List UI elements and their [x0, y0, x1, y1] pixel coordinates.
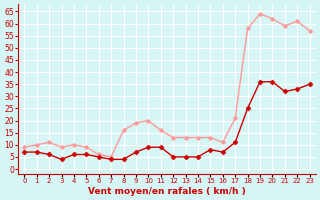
X-axis label: Vent moyen/en rafales ( km/h ): Vent moyen/en rafales ( km/h )	[88, 187, 246, 196]
